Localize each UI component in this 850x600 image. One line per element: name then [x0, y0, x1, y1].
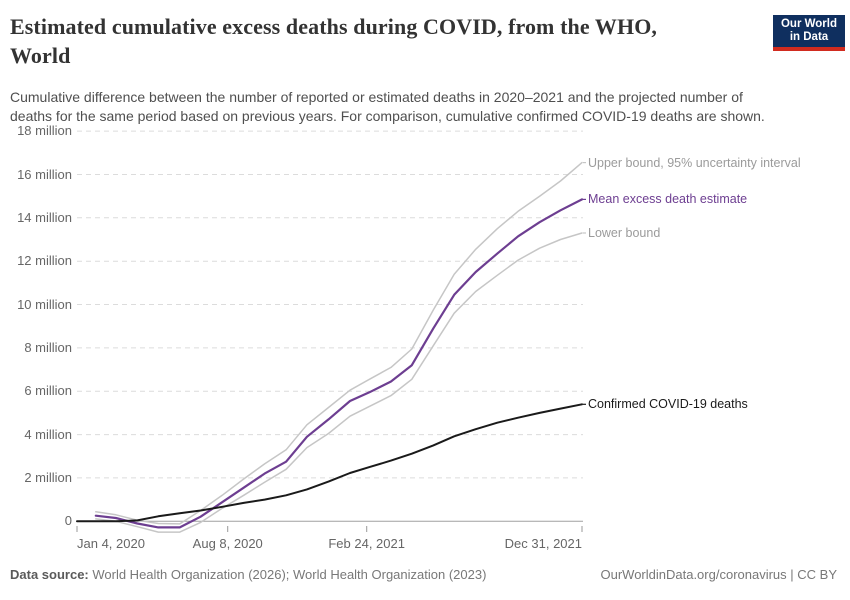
- owid-logo[interactable]: Our World in Data: [773, 15, 845, 51]
- page-title: Estimated cumulative excess deaths durin…: [10, 12, 657, 70]
- owid-logo-line2: in Data: [789, 31, 829, 43]
- page-title-line1: Estimated cumulative excess deaths durin…: [10, 14, 658, 39]
- owid-logo-red-bar: [773, 47, 845, 51]
- chart-subtitle-line2: deaths for the same period based on prev…: [10, 108, 765, 124]
- chart-subtitle-line1: Cumulative difference between the number…: [10, 89, 743, 105]
- footer-license-link[interactable]: OurWorldinData.org/coronavirus | CC BY: [600, 567, 837, 582]
- series-line-lower_bound[interactable]: [95, 232, 583, 533]
- chart-subtitle: Cumulative difference between the number…: [10, 88, 765, 126]
- series-line-upper_bound[interactable]: [95, 161, 583, 525]
- owid-logo-text: Our World in Data: [773, 15, 845, 47]
- owid-logo-line1: Our World: [780, 18, 837, 30]
- series-line-mean[interactable]: [94, 198, 584, 529]
- series-line-confirmed[interactable]: [76, 403, 583, 523]
- data-source[interactable]: Data source: World Health Organization (…: [10, 567, 486, 582]
- data-source-label: Data source:: [10, 567, 89, 582]
- page-title-line2: World: [10, 43, 71, 68]
- data-source-text: World Health Organization (2026); World …: [88, 567, 487, 582]
